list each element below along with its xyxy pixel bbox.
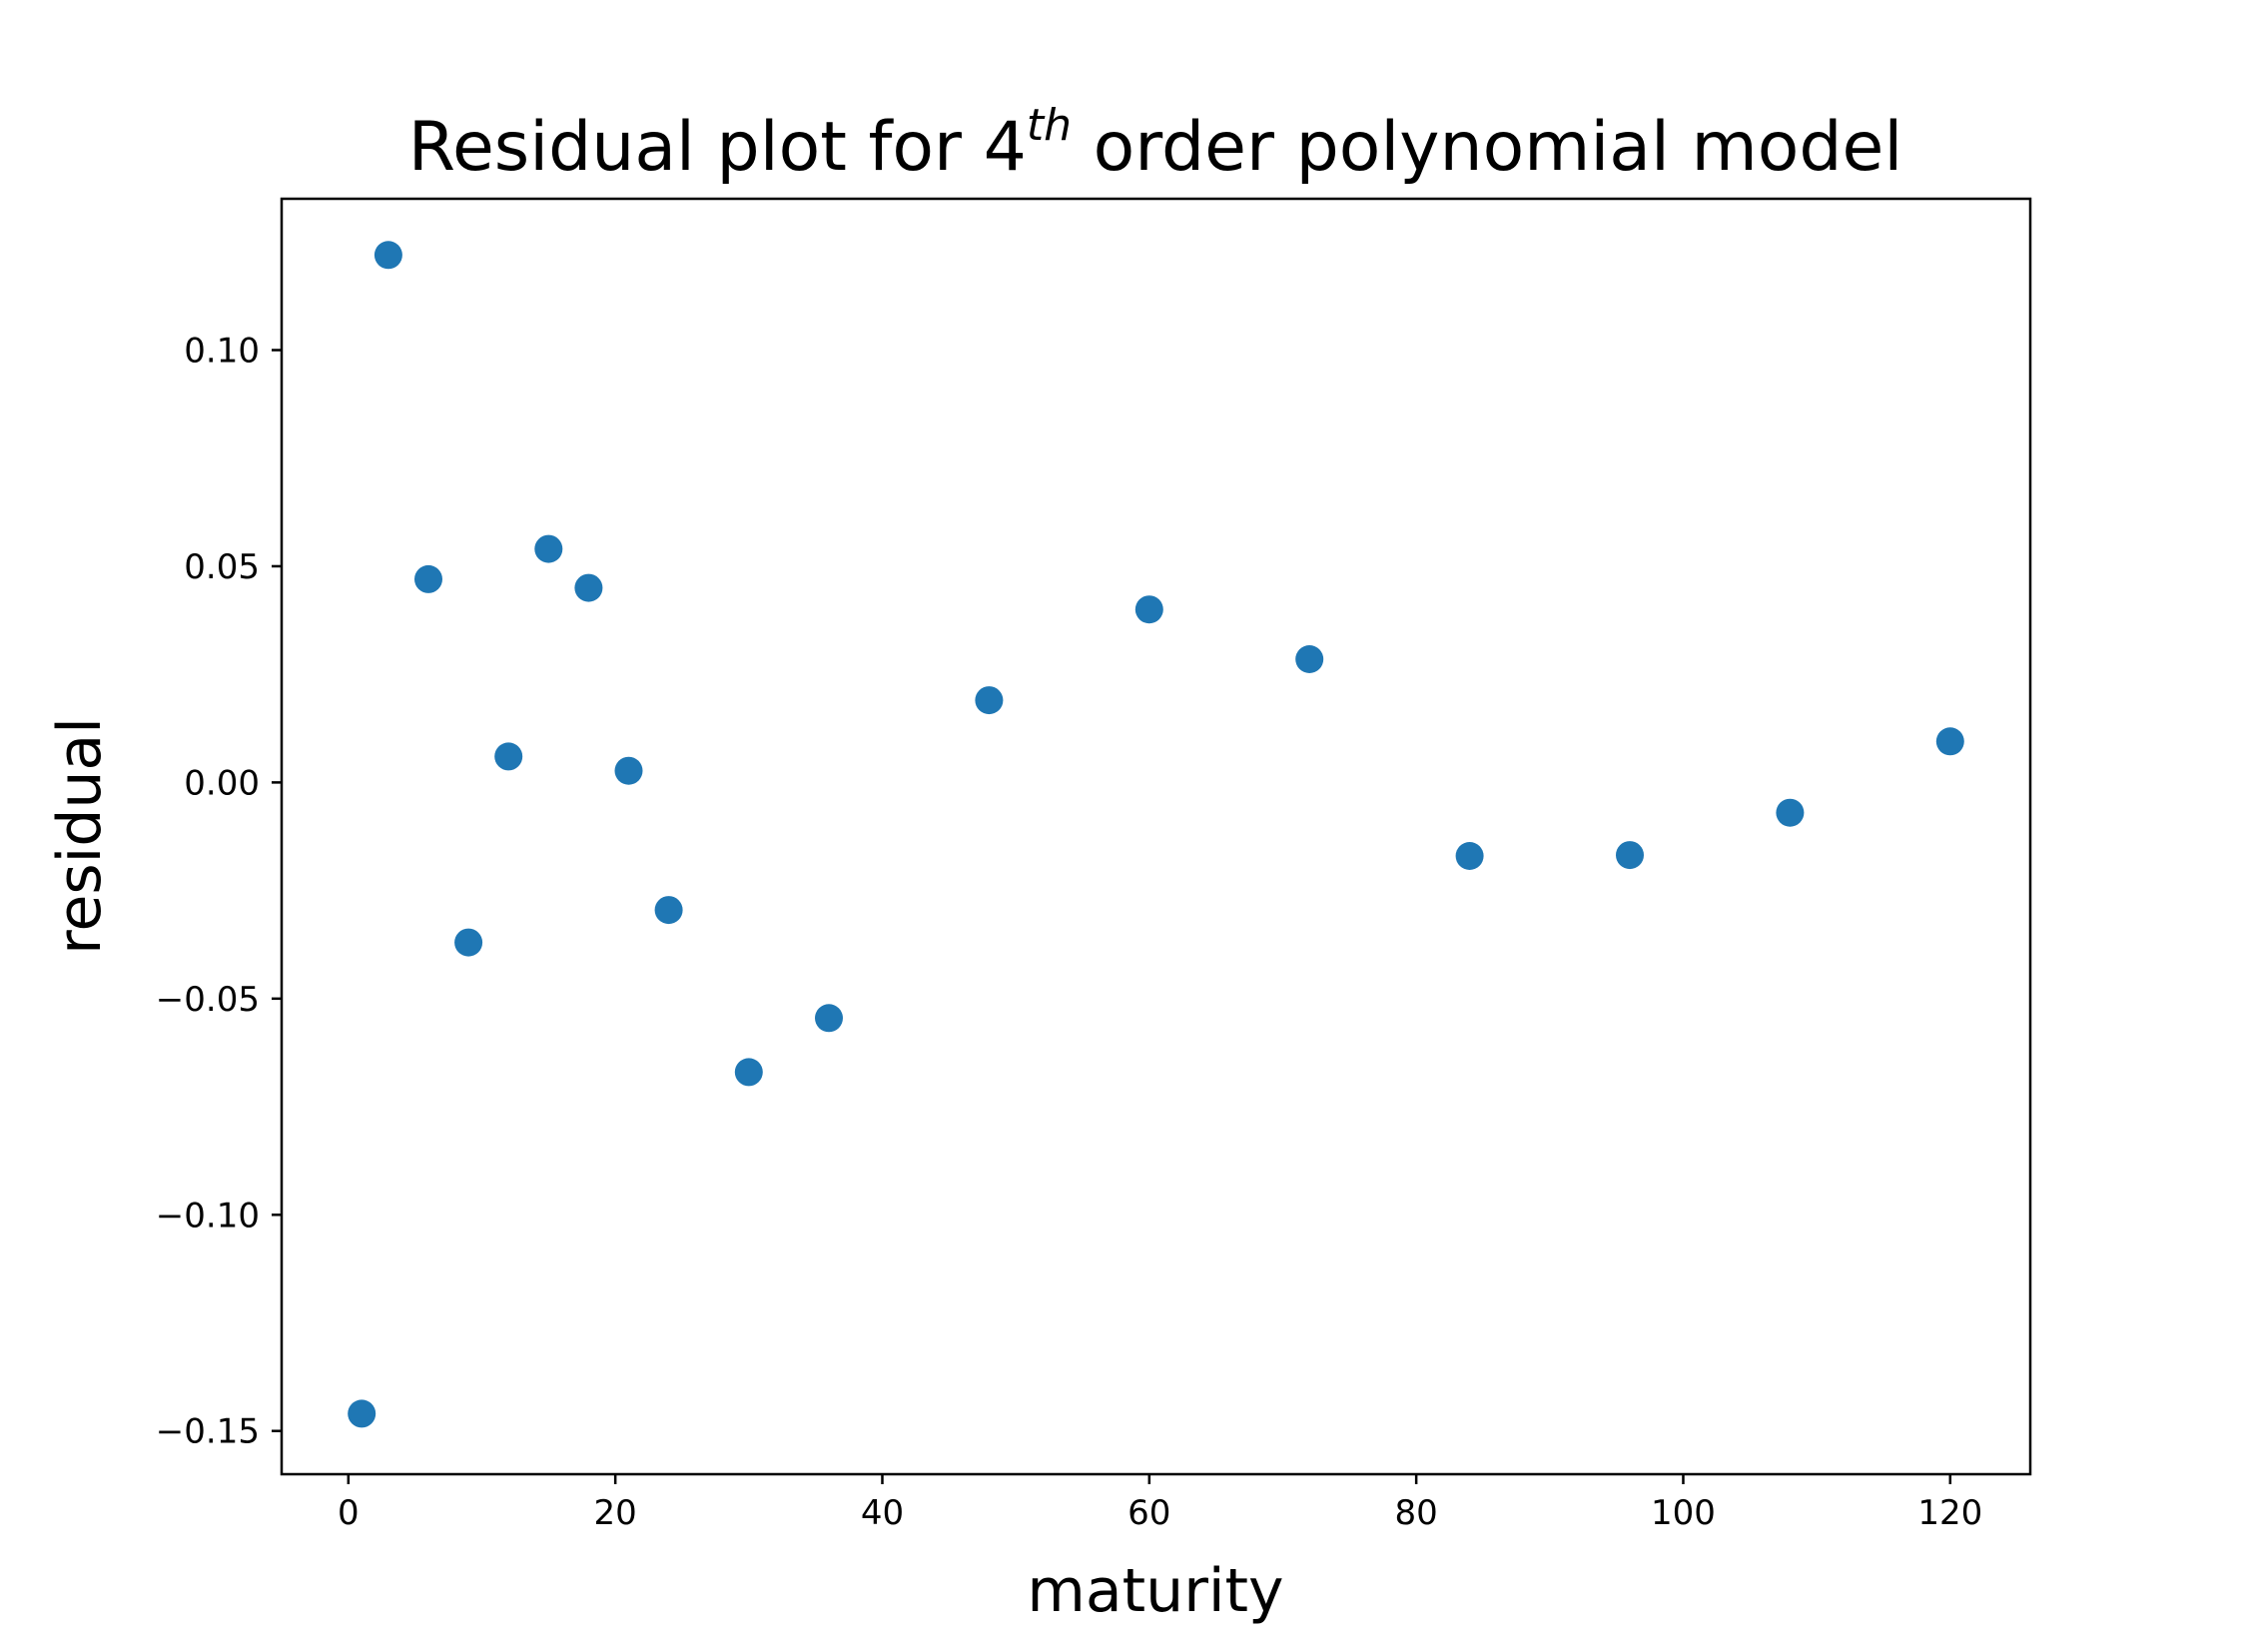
data-point (1134, 595, 1163, 624)
data-point (494, 742, 523, 771)
y-axis-label: residual (45, 717, 115, 955)
data-point (815, 1004, 843, 1033)
y-tick-label: 0.00 (184, 763, 260, 803)
x-tick-label: 40 (861, 1493, 904, 1533)
x-tick-label: 100 (1651, 1493, 1716, 1533)
y-axis-ticks: 0.10 0.05 0.00 −0.05 −0.10 −0.15 (156, 332, 282, 1452)
data-point (1776, 798, 1805, 827)
y-tick-label: −0.10 (156, 1196, 260, 1236)
data-point (348, 1399, 376, 1428)
y-tick-label: −0.05 (156, 980, 260, 1020)
data-point (414, 564, 442, 593)
data-point (1455, 842, 1484, 870)
y-tick-label: −0.15 (156, 1412, 260, 1452)
points-layer (348, 241, 1964, 1428)
x-axis-label: maturity (1027, 1556, 1283, 1626)
x-tick-label: 60 (1127, 1493, 1170, 1533)
data-point (574, 573, 603, 602)
data-point (734, 1058, 763, 1087)
y-tick-label: 0.05 (184, 547, 260, 587)
x-tick-label: 0 (338, 1493, 360, 1533)
data-point (614, 756, 643, 785)
data-point (1295, 645, 1324, 673)
x-tick-label: 80 (1395, 1493, 1438, 1533)
y-tick-label: 0.10 (184, 332, 260, 372)
data-point (454, 928, 483, 957)
x-axis-ticks: 0 20 40 60 80 100 120 (338, 1474, 1982, 1533)
data-point (1616, 841, 1644, 870)
data-point (374, 241, 402, 270)
title-suffix: order polynomial model (1072, 108, 1902, 187)
data-point (1935, 727, 1964, 756)
data-point (654, 896, 683, 925)
data-point (534, 534, 563, 563)
x-tick-label: 20 (594, 1493, 637, 1533)
x-tick-label: 120 (1917, 1493, 1982, 1533)
data-point (975, 686, 1004, 715)
plot-frame (280, 197, 2032, 1476)
chart-title: Residual plot for 4th order polynomial m… (408, 100, 1902, 187)
title-prefix: Residual plot for 4 (408, 108, 1027, 187)
title-superscript: th (1027, 100, 1072, 151)
